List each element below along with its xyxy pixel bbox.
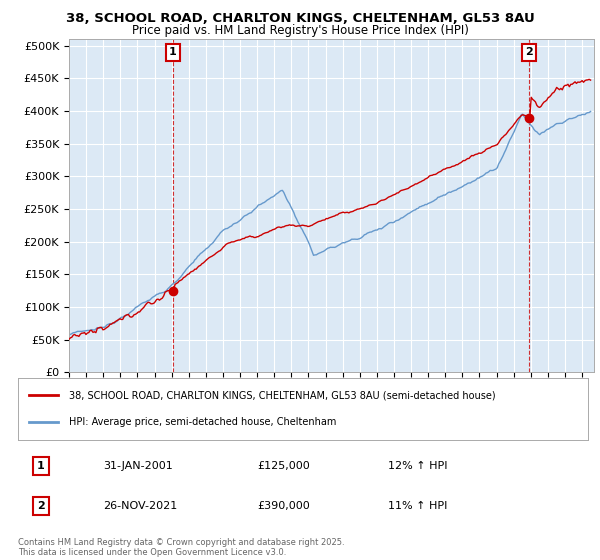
- Text: 11% ↑ HPI: 11% ↑ HPI: [389, 501, 448, 511]
- Text: 38, SCHOOL ROAD, CHARLTON KINGS, CHELTENHAM, GL53 8AU (semi-detached house): 38, SCHOOL ROAD, CHARLTON KINGS, CHELTEN…: [70, 390, 496, 400]
- Text: 1: 1: [169, 47, 177, 57]
- Text: HPI: Average price, semi-detached house, Cheltenham: HPI: Average price, semi-detached house,…: [70, 417, 337, 427]
- Text: 26-NOV-2021: 26-NOV-2021: [104, 501, 178, 511]
- Text: Price paid vs. HM Land Registry's House Price Index (HPI): Price paid vs. HM Land Registry's House …: [131, 24, 469, 36]
- Text: 12% ↑ HPI: 12% ↑ HPI: [389, 461, 448, 471]
- Text: 2: 2: [37, 501, 44, 511]
- Text: 2: 2: [526, 47, 533, 57]
- Text: 38, SCHOOL ROAD, CHARLTON KINGS, CHELTENHAM, GL53 8AU: 38, SCHOOL ROAD, CHARLTON KINGS, CHELTEN…: [65, 12, 535, 25]
- Text: £125,000: £125,000: [257, 461, 310, 471]
- Text: 1: 1: [37, 461, 44, 471]
- Text: 31-JAN-2001: 31-JAN-2001: [104, 461, 173, 471]
- Text: Contains HM Land Registry data © Crown copyright and database right 2025.
This d: Contains HM Land Registry data © Crown c…: [18, 538, 344, 557]
- Text: £390,000: £390,000: [257, 501, 310, 511]
